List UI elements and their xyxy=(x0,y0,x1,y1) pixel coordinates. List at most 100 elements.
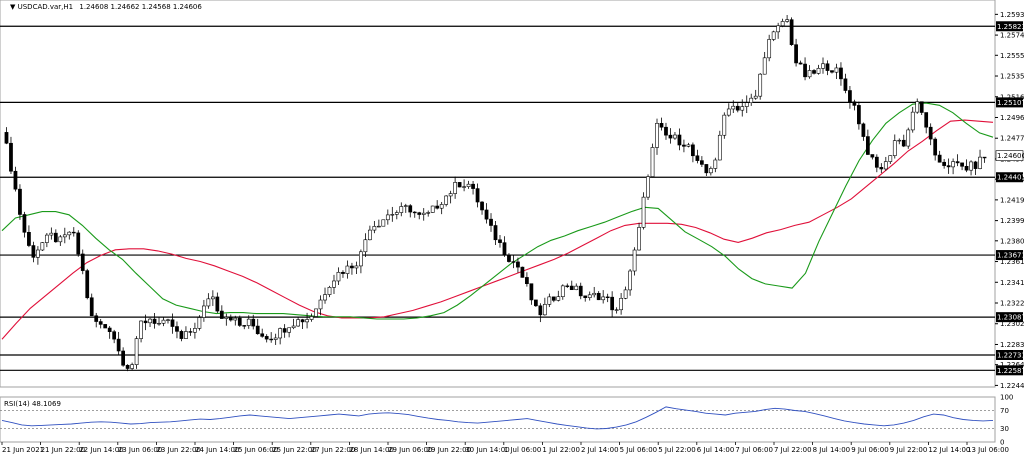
price-tick-label: 1.23995 xyxy=(1000,217,1024,225)
candle-body xyxy=(924,112,929,128)
candle-body xyxy=(520,266,525,278)
candle-body xyxy=(31,245,36,258)
candle-body xyxy=(812,70,816,74)
candle-body xyxy=(202,305,206,318)
ma-fast-line xyxy=(1,102,994,320)
candle-body xyxy=(569,285,574,291)
candle-body xyxy=(507,254,511,262)
candle-body xyxy=(350,265,354,269)
candle-body xyxy=(767,39,772,59)
level-label-text: 1.24403 xyxy=(997,174,1024,182)
price-tick-label: 1.23610 xyxy=(1000,258,1024,266)
candle-body xyxy=(969,161,973,171)
candle-body xyxy=(735,105,740,111)
candle-body xyxy=(870,154,875,158)
candle-body xyxy=(71,231,76,234)
candle-body xyxy=(587,294,592,298)
candle-body xyxy=(708,168,713,174)
time-tick-label: 28 Jun 14:00 xyxy=(349,446,393,454)
candle-body xyxy=(668,134,673,139)
candle-body xyxy=(749,97,754,104)
time-tick-label: 23 Jun 06:00 xyxy=(118,446,162,454)
candle-body xyxy=(188,331,193,333)
candle-body xyxy=(695,155,700,161)
candle-body xyxy=(305,319,309,323)
candle-body xyxy=(376,225,381,228)
time-tick-label: 29 Jun 22:00 xyxy=(427,446,471,454)
time-tick-label: 9 Jul 22:00 xyxy=(890,446,928,454)
candle-body xyxy=(502,242,507,256)
candle-body xyxy=(655,123,659,148)
time-tick-label: 22 Jun 14:00 xyxy=(79,446,123,454)
candle-body xyxy=(475,188,480,203)
time-tick-label: 27 Jun 22:00 xyxy=(311,446,355,454)
candle-body xyxy=(623,289,628,299)
level-label-box xyxy=(996,97,1023,108)
candle-body xyxy=(713,159,718,169)
candle-body xyxy=(148,318,152,324)
rsi-pane: 100 70 30 0 xyxy=(0,394,1013,447)
candle-body xyxy=(646,176,650,198)
time-tick-label: 9 Jul 06:00 xyxy=(851,446,889,454)
candle-body xyxy=(336,271,341,282)
candle-body xyxy=(417,212,422,215)
candle-body xyxy=(121,350,126,366)
rsi-tick-label: 100 xyxy=(1000,394,1013,402)
candle-body xyxy=(637,227,641,251)
candle-body xyxy=(130,364,134,369)
horizontal-levels[interactable] xyxy=(0,25,995,371)
candle-body xyxy=(80,253,85,271)
candle-body xyxy=(210,296,215,300)
candle-body xyxy=(780,21,785,27)
candle-body xyxy=(408,205,413,213)
candle-body xyxy=(246,318,251,326)
level-label-box xyxy=(996,172,1023,183)
candle-body xyxy=(94,315,99,322)
header-triangle-icon: ▼ xyxy=(10,3,18,11)
candle-body xyxy=(758,73,763,97)
candle-body xyxy=(85,270,90,299)
candle-body xyxy=(489,218,493,226)
candle-body xyxy=(973,161,978,169)
level-label-text: 1.23671 xyxy=(997,252,1024,260)
candle-body xyxy=(803,63,807,78)
price-tick-label: 1.25740 xyxy=(1000,32,1024,40)
header-symbol: USDCAD.var,H1 xyxy=(18,3,74,11)
candle-body xyxy=(53,232,58,243)
time-tick-label: 8 Jul 14:00 xyxy=(813,446,851,454)
candle-body xyxy=(206,298,211,307)
candle-body xyxy=(928,126,933,140)
candle-body xyxy=(892,140,897,156)
time-tick-label: 21 Jun 2021 xyxy=(2,446,44,454)
candle-body xyxy=(269,338,274,341)
candle-body xyxy=(596,292,601,301)
time-tick-label: 6 Jul 14:00 xyxy=(697,446,735,454)
candle-body xyxy=(197,317,202,329)
candle-body xyxy=(471,183,475,189)
candle-body xyxy=(538,305,543,316)
price-tick-label: 1.25550 xyxy=(1000,52,1024,60)
candle-body xyxy=(166,319,170,321)
candles xyxy=(4,15,987,372)
candle-body xyxy=(273,337,278,340)
candle-body xyxy=(421,212,426,215)
candle-body xyxy=(551,296,556,301)
candle-body xyxy=(444,195,449,205)
time-tick-label: 5 Jul 06:00 xyxy=(620,446,658,454)
candle-body xyxy=(381,219,386,227)
price-tick-label: 1.24965 xyxy=(1000,114,1024,122)
rsi-line xyxy=(1,406,994,430)
candle-body xyxy=(910,111,915,131)
time-tick-label: 12 Jul 14:00 xyxy=(928,446,970,454)
candle-body xyxy=(933,138,938,156)
candle-body xyxy=(641,196,646,228)
candle-body xyxy=(937,154,942,163)
candle-body xyxy=(228,316,233,321)
header-ohlc: 1.24608 1.24662 1.24568 1.24606 xyxy=(79,3,202,11)
candle-body xyxy=(318,299,323,310)
candle-body xyxy=(525,277,529,285)
candle-body xyxy=(314,308,318,317)
candle-body xyxy=(484,209,489,220)
